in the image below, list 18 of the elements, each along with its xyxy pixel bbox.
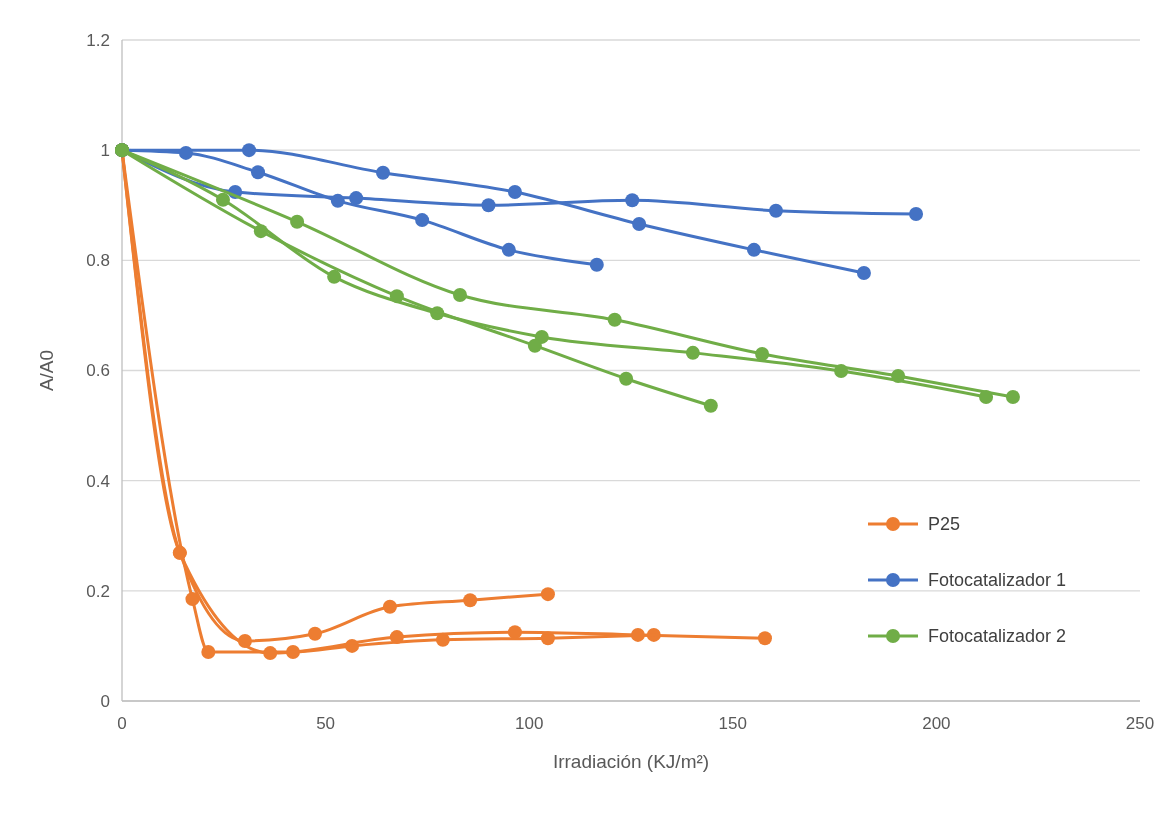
y-tick-label: 1 <box>100 141 110 161</box>
legend-label: P25 <box>928 514 961 535</box>
y-tick-label: 0.2 <box>86 581 110 601</box>
x-tick-label: 150 <box>718 714 747 733</box>
x-tick-label: 200 <box>922 714 951 733</box>
x-tick-label: 50 <box>316 714 336 733</box>
x-tick-label: 100 <box>515 714 544 733</box>
y-tick-label: 0 <box>100 691 110 711</box>
y-tick-label: 0.4 <box>86 471 110 491</box>
x-axis-title: Irradiación (KJ/m²) <box>552 751 710 772</box>
legend-label: Fotocatalizador 1 <box>928 570 1067 591</box>
x-tick-label: 250 <box>1125 714 1155 733</box>
legend-label: Fotocatalizador 2 <box>928 626 1067 647</box>
y-tick-label: 0.6 <box>86 361 110 381</box>
y-tick-label: 0.8 <box>86 251 110 271</box>
y-axis-title: A/A0 <box>36 349 57 392</box>
y-tick-label: 1.2 <box>86 30 110 50</box>
x-tick-label: 0 <box>117 714 127 733</box>
